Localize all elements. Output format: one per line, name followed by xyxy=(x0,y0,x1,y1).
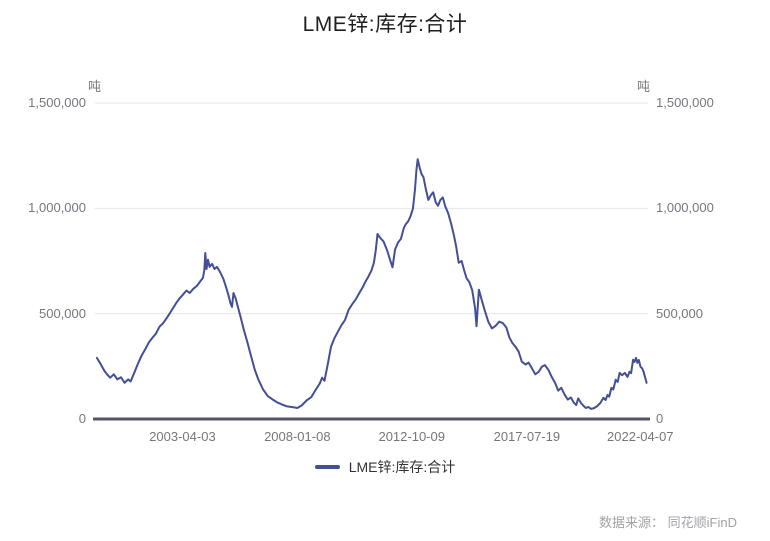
x-axis-tick-label: 2022-04-07 xyxy=(607,429,674,444)
x-axis-tick-label: 2003-04-03 xyxy=(149,429,216,444)
y-axis-tick-label: 1,000,000 xyxy=(28,200,86,216)
y-axis-unit-left: 吨 xyxy=(88,79,102,94)
series-line xyxy=(95,158,648,410)
y-axis-tick-label: 500,000 xyxy=(656,305,703,321)
data-source-note: 数据来源： 同花顺iFinD xyxy=(599,515,737,530)
chart-title: LME锌:库存:合计 xyxy=(302,13,468,36)
legend-line-swatch xyxy=(314,465,340,469)
y-axis-tick-label: 1,000,000 xyxy=(656,200,714,216)
y-axis-tick-label: 0 xyxy=(656,411,664,426)
y-axis-tick-label: 0 xyxy=(78,411,86,426)
y-axis-tick-label: 500,000 xyxy=(39,305,86,321)
x-axis-tick-label: 2008-01-08 xyxy=(264,429,331,444)
x-axis-tick-label: 2012-10-09 xyxy=(378,429,445,444)
y-axis-tick-label: 1,500,000 xyxy=(28,95,86,110)
legend-label: LME锌:库存:合计 xyxy=(348,459,456,475)
x-axis-tick-label: 2017-07-19 xyxy=(493,429,561,444)
y-axis-unit-right: 吨 xyxy=(637,79,651,94)
y-axis-tick-label: 1,500,000 xyxy=(656,95,714,110)
legend[interactable]: LME锌:库存:合计 xyxy=(0,457,770,477)
